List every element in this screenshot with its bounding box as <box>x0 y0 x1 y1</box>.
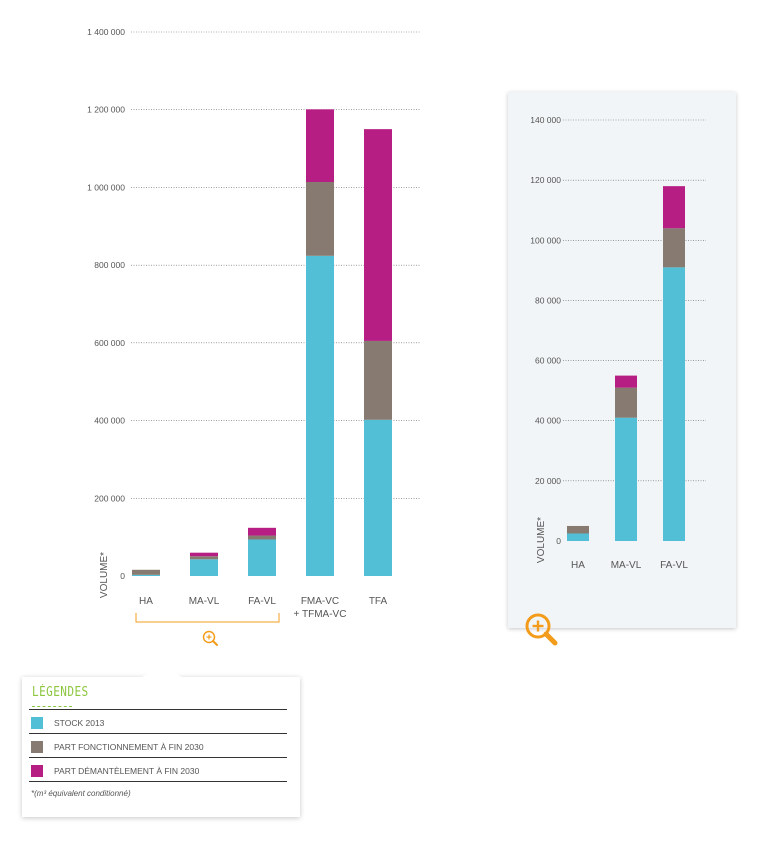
main-chart: 0 200 000 400 000 600 000 800 000 1 000 000 1 … <box>87 27 420 620</box>
y-tick-label: 0 <box>120 571 125 581</box>
bar-ha-stock-2013 <box>567 533 589 541</box>
x-tick-sublabel: + TFMA-VC <box>294 609 347 620</box>
x-tick-label: FA-VL <box>248 596 276 607</box>
y-tick-label: 200 000 <box>94 493 125 503</box>
legend-label-fonctionnement: PART FONCTIONNEMENT À FIN 2030 <box>54 742 204 752</box>
legend-item-stock: STOCK 2013 <box>31 713 104 733</box>
bar-tfa-part-demantele <box>364 129 392 341</box>
legend-title-underline <box>32 706 72 707</box>
bar-fa-vl-part-demantele <box>663 186 685 229</box>
bar-fa-vl-part-fonctionn <box>248 535 276 540</box>
legend-item-demantelement: PART DÉMANTÈLEMENT À FIN 2030 <box>31 761 199 781</box>
legend-title: LÉGENDES <box>32 685 89 700</box>
legend-label-demantelement: PART DÉMANTÈLEMENT À FIN 2030 <box>54 766 200 776</box>
y-tick-label: 60 000 <box>535 356 561 366</box>
x-tick-label: HA <box>139 596 153 607</box>
bar-tfa-part-fonctionn <box>364 340 392 420</box>
y-tick-label: 600 000 <box>94 338 125 348</box>
y-tick-label: 800 000 <box>94 260 125 270</box>
bar-ma-vl-part-fonctionn <box>615 387 637 418</box>
bar-ha-part-fonctionn <box>567 525 589 534</box>
bar-fa-vl-part-demantele <box>248 527 276 536</box>
y-tick-label: 0 <box>556 536 561 546</box>
bar-ma-vl-part-demantele <box>615 375 637 388</box>
bar-fa-vl-stock-2013 <box>663 267 685 541</box>
y-tick-label: 80 000 <box>535 295 561 305</box>
bar-ma-vl-stock-2013 <box>190 559 218 576</box>
bar-ma-vl-part-fonctionn <box>190 556 218 560</box>
bar-fma-vc-part-fonctionn <box>306 181 334 256</box>
bar-fa-vl-part-fonctionn <box>663 228 685 268</box>
bar-tfa-stock-2013 <box>364 419 392 576</box>
legend-item-fonctionnement: PART FONCTIONNEMENT À FIN 2030 <box>31 737 204 757</box>
x-tick-label: HA <box>571 560 585 571</box>
legend-swatch-demantelement <box>31 765 43 777</box>
legend-divider <box>29 709 287 710</box>
bar-fma-vc-part-demantele <box>306 109 334 182</box>
x-tick-label: MA-VL <box>611 560 642 571</box>
legend-label-stock: STOCK 2013 <box>54 718 105 728</box>
y-tick-label: 400 000 <box>94 416 125 426</box>
legend-box: LÉGENDES STOCK 2013 PART FONCTIONNEMENT … <box>22 665 300 817</box>
legend-divider <box>29 781 287 782</box>
zoom-in-icon[interactable] <box>202 630 218 646</box>
legend-note: *(m³ équivalent conditionné) <box>31 789 131 798</box>
x-tick-label: MA-VL <box>189 596 220 607</box>
y-axis-label: VOLUME* <box>99 552 110 598</box>
legend-divider <box>29 733 287 734</box>
legend-swatch-fonctionnement <box>31 741 43 753</box>
y-tick-label: 1 000 000 <box>87 182 125 192</box>
zoom-in-icon-large[interactable] <box>515 603 565 653</box>
x-tick-label: FA-VL <box>660 560 688 571</box>
bar-ha-part-fonctionn <box>132 569 160 575</box>
y-tick-label: 20 000 <box>535 476 561 486</box>
bar-ma-vl-stock-2013 <box>615 417 637 541</box>
legend-notch <box>142 665 182 677</box>
bar-ma-vl-part-demantele <box>190 552 218 557</box>
zoom-panel: 0 20 000 40 000 60 000 80 000 100 000 120 000 1… <box>508 92 736 628</box>
y-tick-label: 40 000 <box>535 416 561 426</box>
y-tick-label: 1 200 000 <box>87 105 125 115</box>
y-tick-label: 1 400 000 <box>87 27 125 37</box>
x-tick-label: FMA-VC <box>301 596 339 607</box>
bar-fma-vc-stock-2013 <box>306 255 334 576</box>
bar-fa-vl-stock-2013 <box>248 539 276 576</box>
zoom-chart: 0 20 000 40 000 60 000 80 000 100 000 120 000 1… <box>530 115 706 571</box>
legend-swatch-stock <box>31 717 43 729</box>
y-axis-label: VOLUME* <box>536 517 547 563</box>
legend-divider <box>29 757 287 758</box>
y-tick-label: 100 000 <box>530 235 561 245</box>
bar-ha-stock-2013 <box>132 574 160 576</box>
y-tick-label: 120 000 <box>530 175 561 185</box>
x-tick-label: TFA <box>369 596 388 607</box>
y-tick-label: 140 000 <box>530 115 561 125</box>
